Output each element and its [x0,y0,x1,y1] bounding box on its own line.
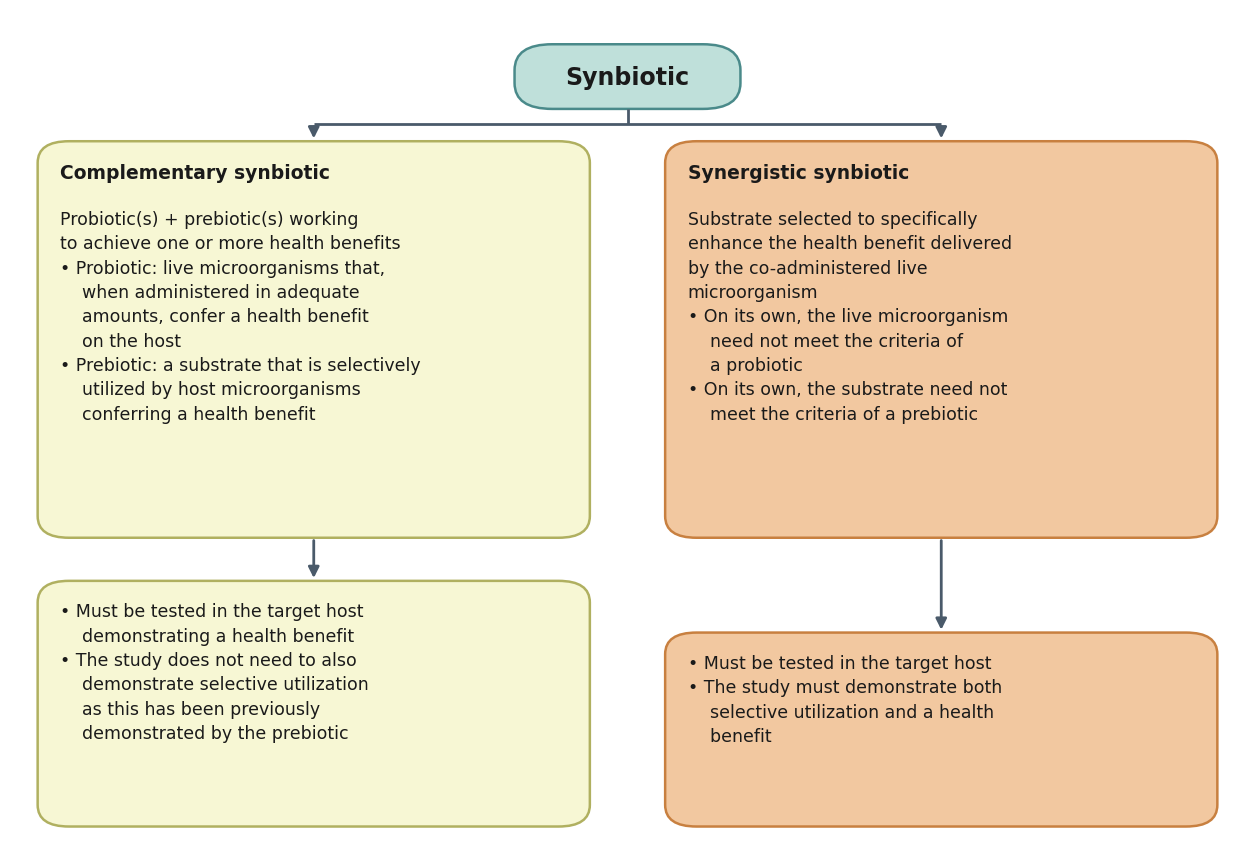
Text: Complementary synbiotic: Complementary synbiotic [60,164,330,183]
FancyBboxPatch shape [38,142,590,538]
Text: Synbiotic: Synbiotic [566,65,689,90]
Text: Substrate selected to specifically
enhance the health benefit delivered
by the c: Substrate selected to specifically enhan… [688,211,1012,423]
FancyBboxPatch shape [665,142,1217,538]
Text: • Must be tested in the target host
    demonstrating a health benefit
• The stu: • Must be tested in the target host demo… [60,603,369,742]
Text: • Must be tested in the target host
• The study must demonstrate both
    select: • Must be tested in the target host • Th… [688,654,1001,745]
Text: Synergistic synbiotic: Synergistic synbiotic [688,164,909,183]
Text: Probiotic(s) + prebiotic(s) working
to achieve one or more health benefits
• Pro: Probiotic(s) + prebiotic(s) working to a… [60,211,420,423]
FancyBboxPatch shape [38,581,590,827]
FancyBboxPatch shape [665,633,1217,827]
FancyBboxPatch shape [515,45,740,109]
